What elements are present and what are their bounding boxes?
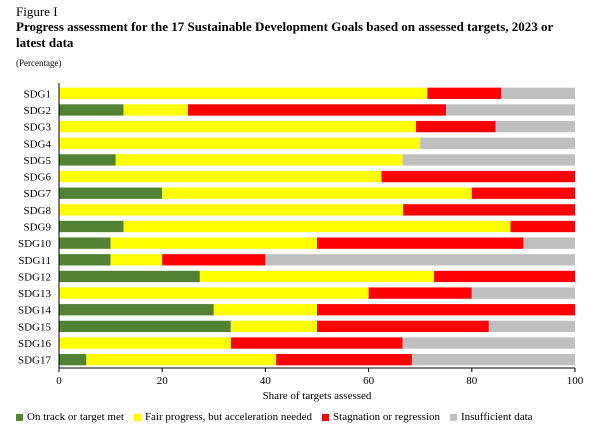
bar-segment-sdg12-series-2: [199, 270, 435, 283]
bar-segment-sdg8-series-3: [403, 204, 575, 216]
bar-segment-sdg15-series-2: [230, 320, 317, 333]
legend-swatch: [322, 413, 330, 421]
bar-segment-sdg8-series-2: [59, 204, 404, 216]
bar-segment-sdg6-series-2: [59, 170, 382, 183]
y-tick-label: SDG17: [18, 355, 52, 367]
legend-item: Insufficient data: [449, 411, 533, 423]
x-tick-label: 20: [157, 375, 169, 387]
x-tick-label: 40: [260, 375, 272, 387]
y-tick-label: SDG6: [23, 172, 51, 184]
bar-segment-sdg5-series-1: [59, 154, 116, 166]
bar-segment-sdg17-series-4: [411, 354, 575, 366]
bar-segment-sdg14-series-1: [59, 304, 214, 316]
bar-segment-sdg15-series-1: [59, 320, 231, 333]
legend-label: Fair progress, but acceleration needed: [144, 411, 313, 423]
y-tick-label: SDG9: [23, 222, 51, 234]
bar-segment-sdg7-series-2: [162, 187, 472, 199]
bar-segment-sdg12-series-3: [434, 270, 575, 283]
y-tick-label: SDG3: [23, 122, 51, 134]
bar-segment-sdg10-series-3: [317, 237, 524, 249]
bar-segment-sdg2-series-3: [188, 104, 446, 116]
y-tick-label: SDG16: [18, 338, 52, 350]
legend-label: Insufficient data: [460, 411, 533, 423]
bar-segment-sdg16-series-3: [230, 337, 403, 349]
bar-segment-sdg4-series-4: [420, 137, 575, 149]
bar-segment-sdg3-series-3: [416, 120, 496, 133]
bar-segment-sdg2-series-2: [123, 104, 188, 116]
x-axis-title: Share of targets assessed: [263, 390, 372, 402]
bar-segment-sdg1-series-2: [59, 87, 428, 99]
bar-segment-sdg3-series-4: [495, 120, 575, 133]
bar-segment-sdg11-series-4: [265, 254, 575, 266]
y-tick-label: SDG13: [18, 288, 52, 300]
y-tick-label: SDG8: [23, 205, 51, 217]
bar-segment-sdg9-series-1: [59, 220, 124, 233]
bar-segment-sdg12-series-1: [59, 270, 200, 283]
y-tick-label: SDG14: [18, 305, 52, 317]
bar-segment-sdg17-series-1: [59, 354, 87, 366]
y-tick-label: SDG5: [23, 155, 51, 167]
x-tick-label: 80: [466, 375, 478, 387]
legend: On track or target met Fair progress, but…: [16, 411, 543, 423]
legend-label: Stagnation or regression: [333, 411, 440, 423]
bar-segment-sdg14-series-3: [317, 304, 575, 316]
legend-item: On track or target met: [16, 411, 124, 423]
bar-segment-sdg16-series-2: [59, 337, 231, 349]
bar-segment-sdg9-series-2: [123, 220, 511, 233]
bar-segment-sdg11-series-3: [162, 254, 266, 266]
y-tick-label: SDG4: [23, 138, 51, 150]
y-tick-label: SDG11: [18, 255, 51, 267]
chart-title: Progress assessment for the 17 Sustainab…: [16, 19, 554, 50]
bar-segment-sdg7-series-3: [471, 187, 575, 199]
y-tick-label: SDG1: [23, 88, 51, 100]
bar-segment-sdg17-series-3: [276, 354, 412, 366]
legend-label: On track or target met: [27, 411, 124, 423]
bar-segment-sdg10-series-4: [523, 237, 575, 249]
bar-segment-sdg11-series-2: [110, 254, 163, 266]
bar-segment-sdg10-series-2: [110, 237, 317, 249]
y-tick-label: SDG2: [23, 105, 51, 117]
bar-segment-sdg2-series-1: [59, 104, 124, 116]
bar-segment-sdg7-series-1: [59, 187, 163, 199]
bar-segment-sdg14-series-2: [213, 304, 317, 316]
x-tick-label: 0: [56, 375, 62, 387]
bar-segment-sdg5-series-2: [115, 154, 403, 166]
y-tick-label: SDG10: [18, 238, 52, 250]
chart-subtitle: (Percentage): [16, 58, 62, 68]
bar-segment-sdg5-series-4: [402, 154, 575, 166]
bar-segment-sdg11-series-1: [59, 254, 111, 266]
legend-swatch: [133, 413, 141, 421]
y-tick-label: SDG15: [18, 321, 52, 333]
x-tick-label: 60: [363, 375, 375, 387]
bar-segment-sdg17-series-2: [86, 354, 277, 366]
bar-segment-sdg15-series-3: [317, 320, 489, 333]
bar-segment-sdg13-series-2: [59, 287, 369, 299]
legend-item: Stagnation or regression: [322, 411, 440, 423]
legend-swatch: [16, 413, 23, 421]
x-tick-label: 100: [567, 375, 584, 387]
legend-swatch: [449, 413, 457, 421]
bar-segment-sdg16-series-4: [402, 337, 575, 349]
bar-segment-sdg1-series-4: [501, 87, 575, 99]
bar-segment-sdg10-series-1: [59, 237, 111, 249]
y-tick-label: SDG12: [18, 271, 51, 283]
bar-segment-sdg15-series-4: [488, 320, 575, 333]
bar-segment-sdg1-series-3: [427, 87, 502, 99]
bar-segment-sdg13-series-4: [471, 287, 575, 299]
bar-segment-sdg3-series-2: [59, 120, 417, 133]
figure-label: Figure I: [16, 4, 58, 19]
bar-segment-sdg4-series-2: [59, 137, 421, 149]
bar-segment-sdg9-series-3: [510, 220, 575, 233]
bar-segment-sdg13-series-3: [368, 287, 472, 299]
y-tick-label: SDG7: [23, 188, 51, 200]
bar-segment-sdg2-series-4: [446, 104, 575, 116]
legend-item: Fair progress, but acceleration needed: [133, 411, 313, 423]
bar-segment-sdg6-series-3: [381, 170, 575, 183]
